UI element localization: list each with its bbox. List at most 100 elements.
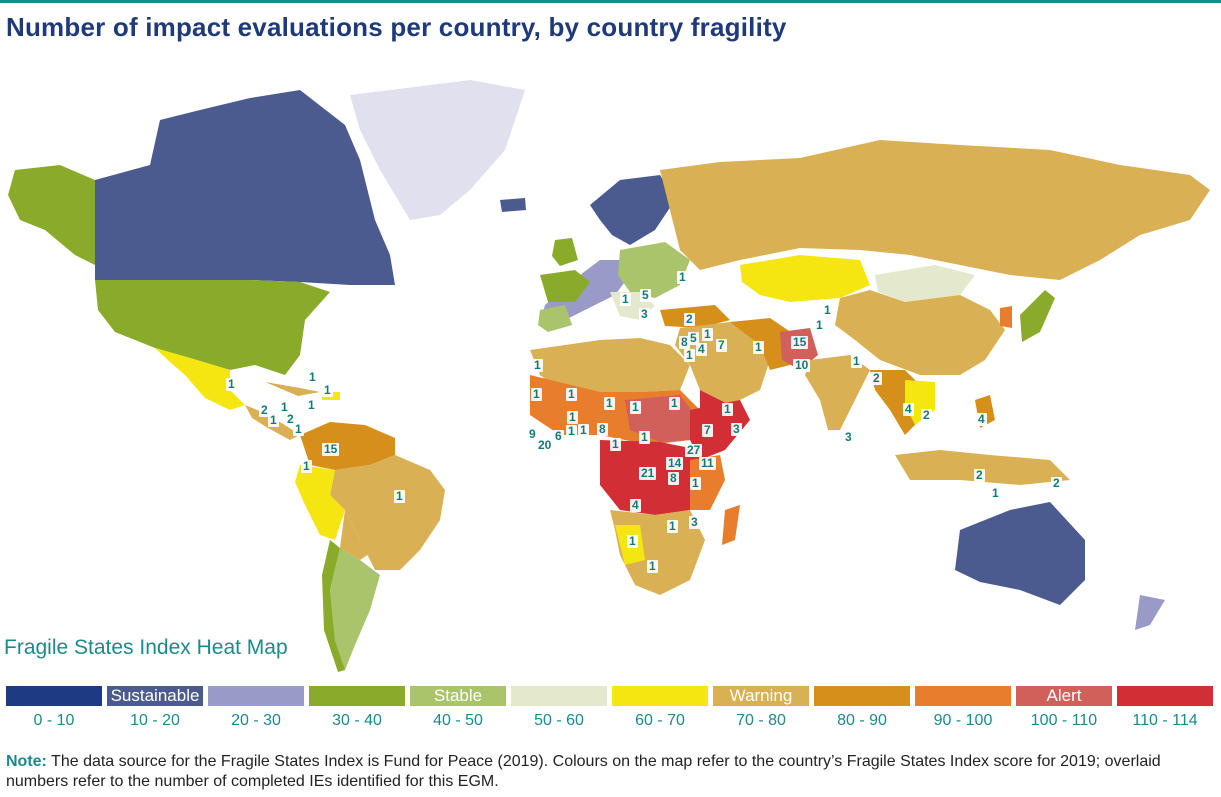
legend-range: 20 - 30 (231, 712, 281, 729)
ie-count-djibouti: 1 (722, 402, 733, 416)
ie-count-serbia: 5 (640, 288, 651, 302)
new-zealand (1135, 595, 1165, 630)
ie-count-mexico: 1 (226, 377, 237, 391)
world-map (0, 70, 1221, 680)
ie-count-niger: 1 (604, 396, 615, 410)
legend-swatch: Alert (1016, 686, 1112, 706)
ie-count-guatemala: 2 (259, 403, 270, 417)
ie-count-haiti: 1 (307, 370, 318, 384)
legend-range: 60 - 70 (635, 712, 685, 729)
legend-cell: 30 - 40 (309, 686, 405, 732)
ie-count-cote-divoire: 6 (553, 429, 564, 443)
legend-cell: 110 - 114 (1117, 686, 1213, 732)
bolivia (340, 510, 375, 560)
ie-count-kosovo: 3 (639, 307, 650, 321)
legend-swatch (309, 686, 405, 706)
ie-count-palestine: 4 (696, 342, 707, 356)
ie-count-bosnia: 1 (620, 292, 631, 306)
ie-count-cameroon: 1 (610, 437, 621, 451)
note-text: The data source for the Fragile States I… (6, 753, 1161, 790)
page-title: Number of impact evaluations per country… (6, 12, 787, 42)
ie-count-drc: 21 (639, 466, 657, 480)
legend-cell: Warning 70 - 80 (713, 686, 809, 732)
mexico (155, 348, 245, 410)
middle-east (675, 322, 770, 405)
ie-count-namibia: 1 (627, 534, 638, 548)
france (540, 270, 590, 302)
japan (1020, 290, 1055, 342)
ie-count-brazil: 1 (394, 489, 405, 503)
legend-cell: 80 - 90 (814, 686, 910, 732)
ie-count-honduras: 1 (279, 400, 290, 414)
legend: 0 - 10 Sustainable 10 - 20 20 - 30 30 - … (6, 686, 1218, 732)
ie-count-israel: 1 (684, 348, 695, 362)
alaska (8, 165, 95, 265)
korea (1000, 306, 1012, 328)
legend-range: 30 - 40 (332, 712, 382, 729)
ie-count-tajikistan: 1 (822, 303, 833, 317)
australia (955, 502, 1085, 605)
ie-count-pakistan: 10 (793, 358, 811, 372)
ie-count-sudan: 1 (669, 396, 680, 410)
china (835, 290, 1005, 375)
legend-cell: 20 - 30 (208, 686, 304, 732)
russia (660, 140, 1210, 280)
legend-range: 80 - 90 (837, 712, 887, 729)
ie-count-el-salvador: 1 (268, 413, 279, 427)
legend-cell: 50 - 60 (511, 686, 607, 732)
cuba (265, 382, 320, 396)
ie-count-ecuador: 1 (301, 459, 312, 473)
legend-swatch: Stable (410, 686, 506, 706)
ie-count-dominican-republic: 1 (322, 383, 333, 397)
ie-count-senegal: 1 (531, 387, 542, 401)
legend-cell: Sustainable 10 - 20 (107, 686, 203, 732)
ie-count-sri-lanka: 3 (843, 430, 854, 444)
ie-count-ukraine: 1 (677, 270, 688, 284)
ie-count-turkey: 2 (684, 312, 695, 326)
canada (95, 90, 395, 285)
ie-count-philippines: 4 (976, 412, 987, 426)
ie-count-mozambique: 3 (689, 515, 700, 529)
ie-count-malawi: 1 (667, 519, 678, 533)
ie-count-iran: 1 (753, 340, 764, 354)
chile (322, 540, 345, 672)
legend-cell: Stable 40 - 50 (410, 686, 506, 732)
ie-count-angola: 4 (630, 498, 641, 512)
ie-count-panama: 1 (306, 398, 317, 412)
ie-count-colombia: 15 (322, 442, 340, 456)
north-africa (530, 338, 690, 392)
ie-count-myanmar: 2 (871, 371, 882, 385)
ie-count-nepal: 1 (851, 354, 862, 368)
ie-count-papua-new-guinea: 2 (1051, 476, 1062, 490)
legend-cell: 60 - 70 (612, 686, 708, 732)
mongolia (875, 265, 975, 302)
top-rule (0, 0, 1221, 3)
ie-count-iraq: 1 (702, 327, 713, 341)
ie-count-car: 1 (639, 430, 650, 444)
legend-range: 40 - 50 (433, 712, 483, 729)
legend-cell: 90 - 100 (915, 686, 1011, 732)
uk (552, 238, 578, 266)
ie-count-uganda: 14 (666, 456, 684, 470)
ie-count-sierra-leone: 9 (527, 427, 538, 441)
turkey (660, 305, 730, 328)
ie-count-costa-rica: 1 (293, 422, 304, 436)
legend-range: 70 - 80 (736, 712, 786, 729)
legend-swatch (6, 686, 102, 706)
legend-swatch: Warning (713, 686, 809, 706)
indonesia (895, 450, 1070, 485)
ie-count-mali: 1 (566, 387, 577, 401)
ie-count-south-africa: 1 (647, 559, 658, 573)
peru (295, 465, 345, 540)
usa (95, 280, 330, 375)
ie-count-liberia: 20 (536, 438, 554, 452)
east-africa (690, 455, 725, 510)
india (805, 355, 870, 430)
ie-count-burundi: 8 (668, 471, 679, 485)
ie-count-ethiopia: 7 (702, 423, 713, 437)
iberia (538, 305, 572, 332)
scandinavia (590, 175, 675, 245)
northern-south-america (300, 422, 395, 470)
legend-swatch (612, 686, 708, 706)
ie-count-kenya: 11 (699, 456, 716, 470)
